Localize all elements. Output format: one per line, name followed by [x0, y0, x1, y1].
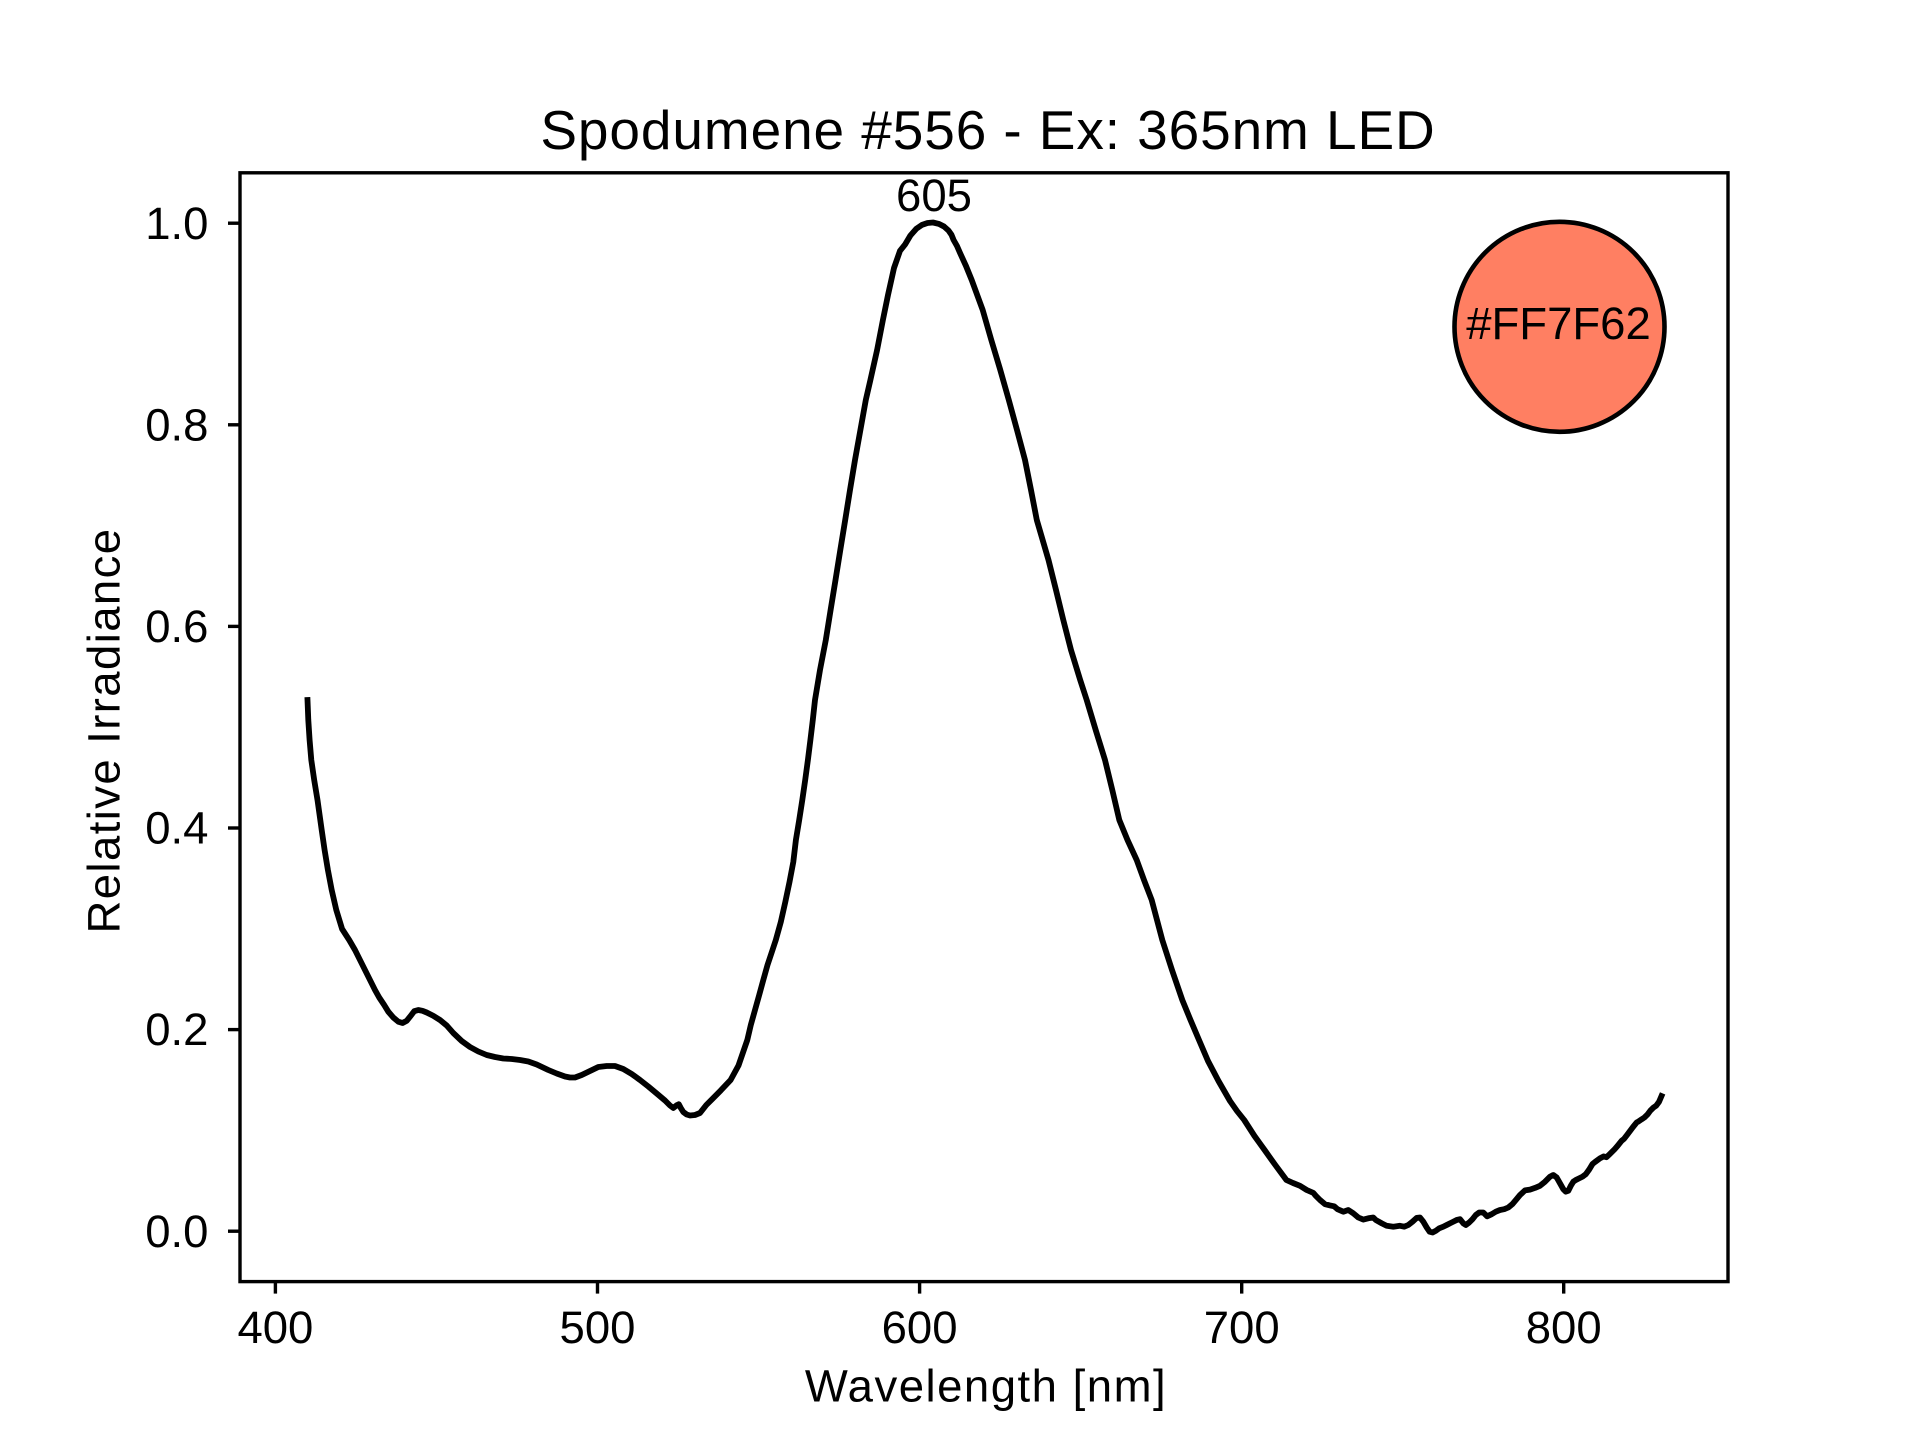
svg-text:605: 605: [896, 170, 972, 221]
svg-text:0.0: 0.0: [145, 1206, 208, 1257]
svg-text:0.6: 0.6: [145, 601, 208, 652]
svg-text:400: 400: [237, 1302, 313, 1353]
svg-text:1.0: 1.0: [145, 198, 208, 249]
svg-text:0.4: 0.4: [145, 803, 208, 854]
svg-text:0.2: 0.2: [145, 1004, 208, 1055]
svg-text:600: 600: [882, 1302, 958, 1353]
svg-text:800: 800: [1526, 1302, 1602, 1353]
svg-text:500: 500: [560, 1302, 636, 1353]
svg-text:Spodumene #556 - Ex: 365nm LED: Spodumene #556 - Ex: 365nm LED: [540, 99, 1435, 161]
svg-text:Wavelength [nm]: Wavelength [nm]: [805, 1361, 1167, 1412]
svg-text:0.8: 0.8: [145, 399, 208, 450]
svg-text:#FF7F62: #FF7F62: [1466, 298, 1651, 349]
svg-text:Relative Irradiance: Relative Irradiance: [79, 528, 130, 934]
svg-text:700: 700: [1204, 1302, 1280, 1353]
